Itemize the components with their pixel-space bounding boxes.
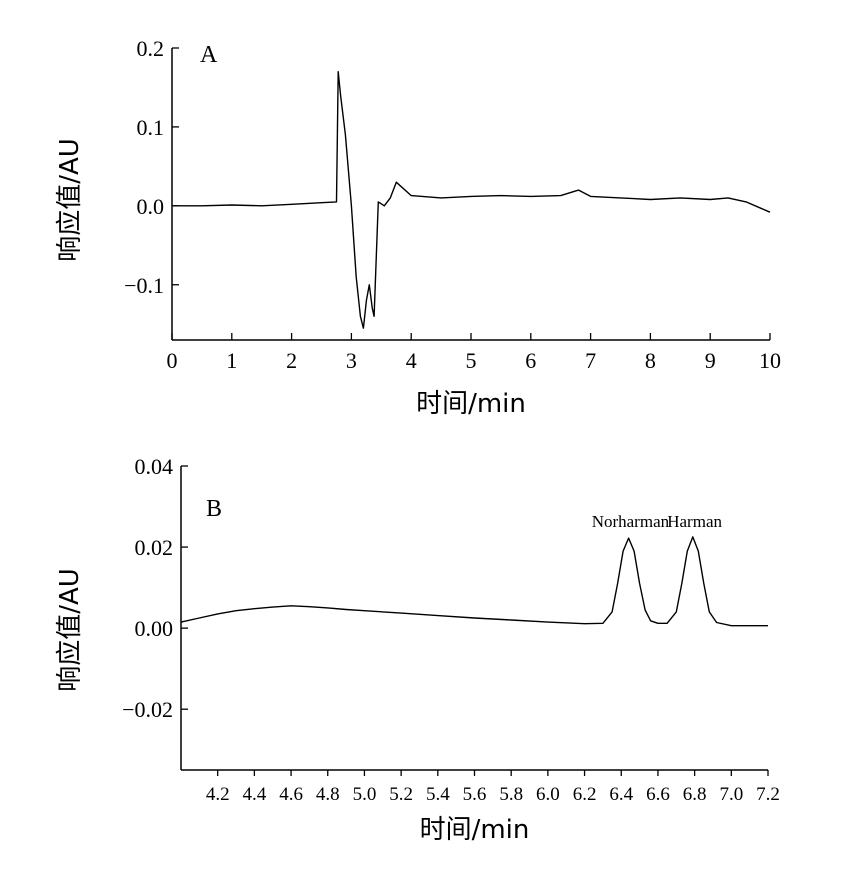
x-tick-label: 5.4 xyxy=(426,784,450,805)
y-tick-label: −0.02 xyxy=(122,697,173,722)
x-tick-label: 2 xyxy=(286,348,297,373)
y-axis-title: 响应值/AU xyxy=(55,568,85,692)
x-axis-title: 时间/min xyxy=(416,389,526,419)
y-tick-label: 0.1 xyxy=(137,115,165,140)
x-tick-label: 10 xyxy=(759,348,781,373)
y-tick-label: 0.2 xyxy=(137,36,165,61)
y-tick-label: 0.00 xyxy=(135,616,174,641)
x-tick-label: 6.2 xyxy=(573,784,597,805)
peak-annotation: Harman xyxy=(667,512,722,531)
x-tick-label: 7.0 xyxy=(719,784,743,805)
y-tick-label: −0.1 xyxy=(124,273,164,298)
chart-panel-a: 0 1 2 3 4 5 6 7 8 9 10 −0.1 0.0 0.1 0.2 时间/min 响应值/AU A xyxy=(55,36,781,419)
x-tick-label: 4.6 xyxy=(279,784,303,805)
panel-label: B xyxy=(206,496,222,522)
series-line xyxy=(172,71,771,329)
x-tick-label: 4.2 xyxy=(206,784,230,805)
panel-label: A xyxy=(200,42,218,68)
x-tick-label: 5 xyxy=(466,348,477,373)
x-tick-label: 6.4 xyxy=(609,784,633,805)
x-tick-label: 4.8 xyxy=(316,784,340,805)
x-tick-label: 9 xyxy=(705,348,716,373)
x-tick-label: 6 xyxy=(525,348,536,373)
x-tick-label: 5.6 xyxy=(463,784,487,805)
x-tick-label: 4 xyxy=(406,348,417,373)
x-tick-label: 1 xyxy=(226,348,237,373)
series-line xyxy=(180,536,768,627)
x-tick-label: 4.4 xyxy=(243,784,267,805)
x-tick-label: 5.8 xyxy=(499,784,523,805)
x-tick-label: 6.0 xyxy=(536,784,560,805)
x-axis-title: 时间/min xyxy=(420,815,530,845)
y-tick-label: 0.02 xyxy=(135,535,174,560)
y-axis-title: 响应值/AU xyxy=(55,138,85,262)
y-tick-label: 0.0 xyxy=(137,194,165,219)
peak-annotation: Norharman xyxy=(592,512,670,531)
x-tick-label: 7 xyxy=(585,348,596,373)
x-tick-label: 6.8 xyxy=(683,784,707,805)
x-tick-label: 5.0 xyxy=(353,784,377,805)
x-tick-label: 5.2 xyxy=(389,784,413,805)
x-tick-label: 8 xyxy=(645,348,656,373)
x-tick-label: 6.6 xyxy=(646,784,670,805)
chart-panel-b: 4.2 4.4 4.6 4.8 5.0 5.2 5.4 5.6 5.8 6.0 6.2 6.4 6.6 6… xyxy=(55,454,780,845)
x-tick-label: 0 xyxy=(167,348,178,373)
x-tick-label: 3 xyxy=(346,348,357,373)
x-tick-label: 7.2 xyxy=(756,784,780,805)
y-tick-label: 0.04 xyxy=(135,454,174,479)
